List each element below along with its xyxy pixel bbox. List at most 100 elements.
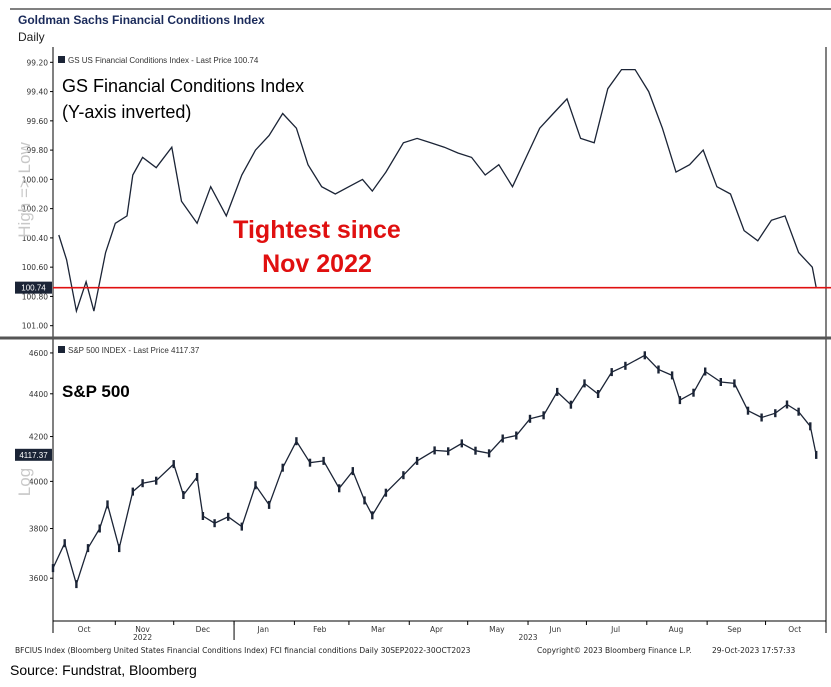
x-tick-label: Jan xyxy=(256,625,269,634)
x-tick-label: Dec xyxy=(196,625,211,634)
spx-candle xyxy=(704,367,707,376)
spx-candle xyxy=(322,456,325,465)
spx-candle xyxy=(131,487,134,496)
spx-candle xyxy=(267,500,271,509)
x-tick-label: Feb xyxy=(313,625,327,634)
y-tick-label: 3800 xyxy=(29,525,48,534)
y-tick-label: 100.00 xyxy=(22,175,48,184)
spx-candle xyxy=(363,496,366,505)
spx-candle xyxy=(643,351,646,360)
spx-candle xyxy=(63,539,66,548)
x-year-label: 2023 xyxy=(518,633,537,642)
x-tick-label: Oct xyxy=(78,625,91,634)
spx-candle xyxy=(460,439,463,448)
spx-candle xyxy=(118,544,121,553)
last-price-badge xyxy=(15,281,52,294)
spx-candle xyxy=(815,450,818,459)
y-tick-label: 100.20 xyxy=(22,205,48,214)
y-tick-label: 4200 xyxy=(29,433,48,442)
spx-candle xyxy=(624,361,627,370)
x-tick-label: Sep xyxy=(727,625,741,634)
x-tick-label: Mar xyxy=(371,625,386,634)
spx-candle xyxy=(213,519,216,528)
spx-candle xyxy=(670,371,674,380)
spx-candle xyxy=(240,522,243,531)
spx-candle xyxy=(338,484,341,493)
x-tick-label: May xyxy=(489,625,505,634)
spx-candle xyxy=(415,456,419,465)
source-note: Source: Fundstrat, Bloomberg xyxy=(10,662,197,678)
spx-candle xyxy=(172,460,175,469)
footer-timestamp: 29-Oct-2023 17:57:33 xyxy=(712,646,796,655)
spx-candle xyxy=(98,524,101,533)
legend-label: S&P 500 INDEX - Last Price 4117.37 xyxy=(68,346,200,355)
y-tick-label: 99.60 xyxy=(27,117,49,126)
legend-swatch xyxy=(58,346,65,353)
x-year-label: 2022 xyxy=(133,633,152,642)
spx-candle xyxy=(371,511,374,520)
spx-candle xyxy=(809,422,812,431)
x-tick-label: Jul xyxy=(610,625,620,634)
spx-candle xyxy=(785,400,789,409)
spx-candle xyxy=(106,500,109,509)
chart-header-title: Goldman Sachs Financial Conditions Index xyxy=(18,13,265,27)
y-tick-label: 4000 xyxy=(29,477,48,486)
spx-candle xyxy=(75,580,78,589)
fci-series-line xyxy=(58,68,817,314)
y-tick-label: 101.00 xyxy=(22,322,48,331)
fci-chart-subtitle: (Y-axis inverted) xyxy=(62,102,191,122)
x-tick-label: Jun xyxy=(548,625,561,634)
y-tick-label: 99.20 xyxy=(27,58,49,67)
spx-candle xyxy=(351,467,354,476)
legend-swatch xyxy=(58,56,65,63)
spx-candle xyxy=(774,409,777,418)
y-tick-label: 100.60 xyxy=(22,263,48,272)
last-price-label: 4117.37 xyxy=(19,451,48,460)
spx-candle xyxy=(719,378,722,386)
spx-candle xyxy=(657,365,660,374)
spx-candle xyxy=(542,411,545,420)
x-tick-label: Apr xyxy=(430,625,444,634)
footer-copyright: Copyright© 2023 Bloomberg Finance L.P. xyxy=(537,646,692,655)
spx-candle xyxy=(308,458,312,467)
spx-candle xyxy=(610,368,613,377)
annotation-line-2: Nov 2022 xyxy=(262,250,372,278)
spx-candle xyxy=(155,476,158,485)
spx-candle xyxy=(384,488,388,497)
footer-left: BFCIUS Index (Bloomberg United States Fi… xyxy=(15,646,471,655)
last-price-badge xyxy=(15,448,52,461)
spx-candle xyxy=(556,387,559,396)
spx-candle xyxy=(201,512,205,520)
spx-candle xyxy=(295,437,298,446)
spx-candle xyxy=(474,446,477,455)
legend-label: GS US Financial Conditions Index - Last … xyxy=(68,56,259,65)
spx-candle xyxy=(760,413,763,422)
spx-candle xyxy=(501,434,504,443)
y-tick-label: 100.40 xyxy=(22,234,48,243)
spx-candle xyxy=(678,396,682,405)
y-axis-label: High => Low xyxy=(15,142,34,238)
y-tick-label: 99.40 xyxy=(27,88,49,97)
y-tick-label: 99.80 xyxy=(27,146,49,155)
fci-chart-title: GS Financial Conditions Index xyxy=(62,76,304,96)
y-tick-label: 3600 xyxy=(29,574,48,583)
annotation-line-1: Tightest since xyxy=(233,216,401,244)
spx-candle xyxy=(569,400,573,409)
spx-candle xyxy=(447,447,450,456)
spx-candle xyxy=(433,446,436,455)
spx-candle xyxy=(515,431,518,440)
spx-candle xyxy=(141,479,144,488)
spx-candle xyxy=(51,564,55,573)
spx-candle xyxy=(596,390,600,398)
x-tick-label: Aug xyxy=(669,625,684,634)
y-axis-label: Log xyxy=(15,468,34,496)
spx-candle xyxy=(86,544,90,553)
spx-candle xyxy=(797,407,800,416)
spx-candle xyxy=(746,406,750,415)
spx-candle xyxy=(254,481,257,490)
spx-chart-title: S&P 500 xyxy=(62,382,130,401)
spx-candle xyxy=(733,379,736,388)
x-tick-label: Oct xyxy=(788,625,801,634)
spx-candle xyxy=(487,449,491,458)
